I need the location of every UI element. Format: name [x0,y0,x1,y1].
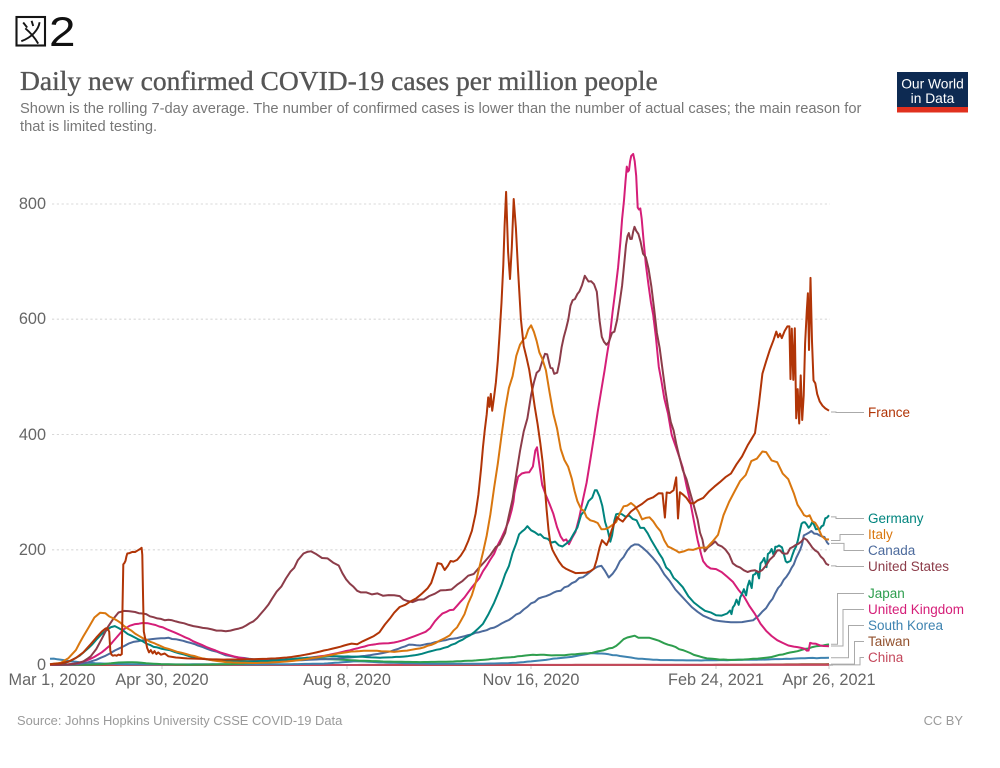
svg-text:that is limited testing.: that is limited testing. [20,119,157,135]
svg-text:200: 200 [19,541,46,559]
svg-text:Aug 8, 2020: Aug 8, 2020 [303,671,391,689]
svg-text:Apr 30, 2020: Apr 30, 2020 [115,671,208,689]
svg-text:Feb 24, 2021: Feb 24, 2021 [668,671,764,689]
svg-text:400: 400 [19,426,46,444]
svg-text:United Kingdom: United Kingdom [868,602,964,617]
svg-text:Japan: Japan [868,586,905,601]
svg-text:CC BY: CC BY [924,713,964,728]
svg-text:Italy: Italy [868,527,893,542]
svg-text:Taiwan: Taiwan [868,634,910,649]
svg-text:Apr 26, 2021: Apr 26, 2021 [782,671,875,689]
svg-text:Germany: Germany [868,511,924,526]
svg-text:Daily new confirmed COVID-19 c: Daily new confirmed COVID-19 cases per m… [20,65,658,96]
svg-text:600: 600 [19,310,46,328]
svg-text:2: 2 [49,8,76,55]
svg-text:Mar 1, 2020: Mar 1, 2020 [9,671,96,689]
svg-text:0: 0 [37,656,46,674]
svg-text:United States: United States [868,559,949,574]
svg-text:Source: Johns Hopkins Universi: Source: Johns Hopkins University CSSE CO… [17,713,343,728]
svg-text:800: 800 [19,195,46,213]
svg-text:Canada: Canada [868,543,916,558]
svg-text:France: France [868,405,910,420]
svg-text:China: China [868,650,904,665]
svg-text:Nov 16, 2020: Nov 16, 2020 [483,671,580,689]
svg-text:South Korea: South Korea [868,618,944,633]
svg-text:Shown is the rolling 7-day ave: Shown is the rolling 7-day average. The … [20,101,862,117]
svg-text:in Data: in Data [911,91,955,106]
svg-text:Our World: Our World [901,77,964,92]
